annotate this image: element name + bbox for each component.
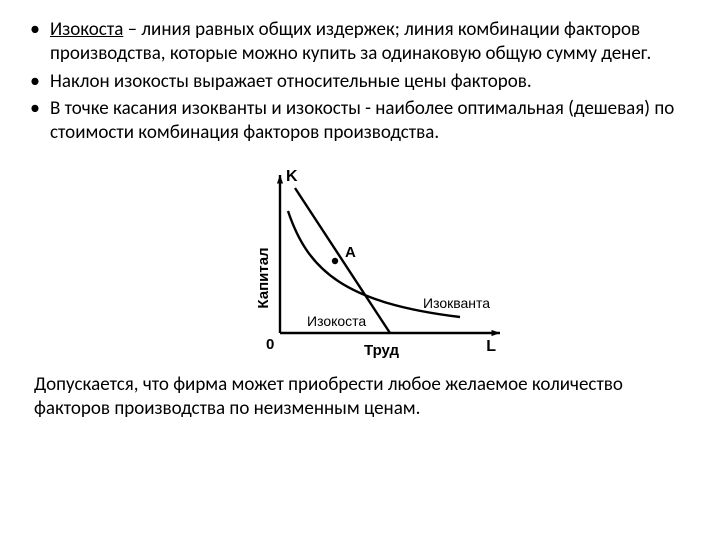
svg-text:L: L [486, 338, 496, 355]
bullet-3-rest: В точке касания изокванты и изокосты - н… [50, 97, 674, 144]
svg-text:A: A [345, 244, 356, 261]
chart-box: K L Капитал Труд 0 Изокоста Изокванта A [200, 163, 520, 363]
svg-text:0: 0 [266, 336, 274, 353]
bullet-2: Наклон изокосты выражает относительные ц… [50, 70, 692, 94]
svg-text:Изокванта: Изокванта [423, 295, 490, 311]
footer-note: Допускается, что фирма может приобрести … [28, 373, 692, 421]
svg-text:K: K [286, 168, 298, 185]
bullet-1: Изокоста – линия равных общих издержек; … [50, 18, 692, 66]
svg-text:Капитал: Капитал [255, 247, 272, 308]
svg-text:Труд: Труд [364, 342, 400, 358]
bullet-list: Изокоста – линия равных общих издержек; … [28, 18, 692, 145]
svg-text:Изокоста: Изокоста [307, 313, 366, 329]
bullet-1-term: Изокоста [50, 18, 123, 41]
bullet-2-rest: Наклон изокосты выражает относительные ц… [50, 70, 532, 93]
bullet-1-rest: – линия равных общих издержек; линия ком… [50, 18, 651, 65]
chart-container: K L Капитал Труд 0 Изокоста Изокванта A [28, 163, 692, 363]
isocost-isoquant-chart: K L Капитал Труд 0 Изокоста Изокванта A [200, 163, 520, 358]
bullet-3: В точке касания изокванты и изокосты - н… [50, 97, 692, 145]
